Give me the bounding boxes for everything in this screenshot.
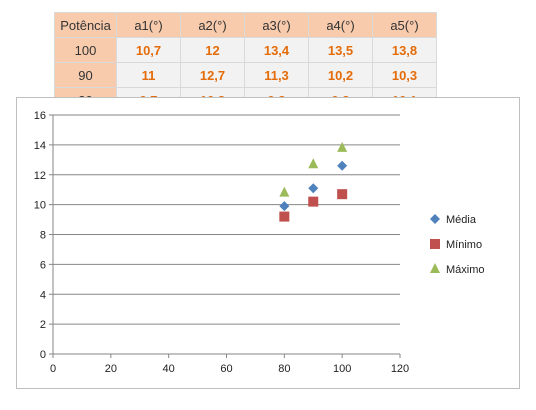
table-header-row: Potência a1(°) a2(°) a3(°) a4(°) a5(°) [54, 12, 437, 38]
y-tick-label: 4 [40, 289, 46, 301]
y-tick-label: 10 [34, 200, 46, 212]
chart-area: 0 2 4 6 8 10 12 14 16 0 20 40 60 80 100 120 Média Mínimo M… [16, 97, 520, 389]
y-tick-label: 14 [34, 140, 46, 152]
data-point-square [308, 196, 319, 207]
y-tick-label: 0 [40, 349, 46, 361]
x-tick-label: 0 [50, 363, 56, 375]
header-potencia: Potência [54, 12, 117, 38]
y-tick-label: 8 [40, 230, 46, 242]
data-point-triangle [308, 158, 319, 169]
table-cell: 11 [116, 62, 181, 88]
legend-marker-diamond [430, 214, 440, 224]
table-cell: 12,7 [180, 62, 245, 88]
data-point-diamond [279, 201, 290, 212]
scatter-chart: 0 2 4 6 8 10 12 14 16 0 20 40 60 80 100 120 Média Mínimo M… [34, 110, 485, 375]
y-tick-label: 2 [40, 319, 46, 331]
x-tick-label: 40 [163, 363, 175, 375]
x-tick-label: 60 [220, 363, 232, 375]
legend-label: Mínimo [446, 239, 482, 251]
cell-potencia: 100 [54, 37, 117, 63]
table-cell: 11,3 [244, 62, 309, 88]
y-tick-label: 6 [40, 259, 46, 271]
header-a3: a3(°) [244, 12, 309, 38]
x-tick-label: 20 [105, 363, 117, 375]
header-a2: a2(°) [180, 12, 245, 38]
data-point-triangle [279, 186, 290, 197]
header-a1: a1(°) [116, 12, 181, 38]
table-cell: 13,8 [372, 37, 437, 63]
y-tick-label: 16 [34, 110, 46, 122]
data-point-diamond [337, 160, 348, 171]
table-cell: 13,4 [244, 37, 309, 63]
legend-label: Média [446, 214, 477, 226]
table-cell: 10,3 [372, 62, 437, 88]
data-point-square [337, 189, 348, 200]
x-tick-label: 120 [391, 363, 409, 375]
x-tick-label: 100 [333, 363, 351, 375]
legend-marker-triangle [430, 263, 440, 273]
legend-label: Máximo [446, 264, 485, 276]
legend-marker-square [430, 239, 440, 249]
table-cell: 12 [180, 37, 245, 63]
x-tick-label: 80 [278, 363, 290, 375]
data-point-diamond [308, 183, 319, 194]
cell-potencia: 90 [54, 62, 117, 88]
table-cell: 10,2 [308, 62, 373, 88]
table-row: 90 11 12,7 11,3 10,2 10,3 [54, 62, 437, 88]
table-row: 100 10,7 12 13,4 13,5 13,8 [54, 37, 437, 63]
table-cell: 13,5 [308, 37, 373, 63]
data-point-square [279, 211, 290, 222]
header-a5: a5(°) [372, 12, 437, 38]
table-cell: 10,7 [116, 37, 181, 63]
y-tick-label: 12 [34, 170, 46, 182]
header-a4: a4(°) [308, 12, 373, 38]
data-point-triangle [337, 141, 348, 152]
